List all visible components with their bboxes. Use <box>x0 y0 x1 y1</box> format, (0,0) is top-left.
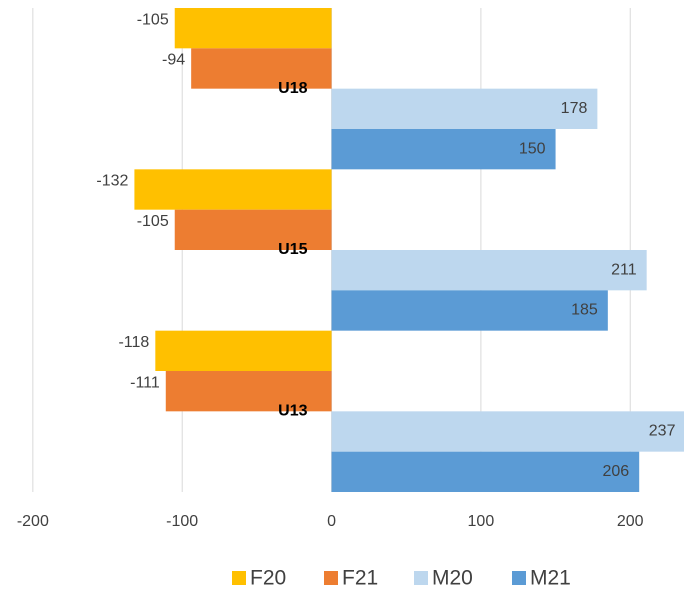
bar <box>134 169 332 210</box>
bar <box>174 209 332 250</box>
data-label: 178 <box>561 100 588 117</box>
legend-swatch <box>414 571 428 585</box>
data-label: -132 <box>96 173 128 190</box>
x-tick-label: 200 <box>617 513 644 530</box>
data-label: -118 <box>118 334 149 351</box>
legend-label: F21 <box>342 567 378 590</box>
data-label: 237 <box>649 423 676 440</box>
legend-swatch <box>232 571 246 585</box>
bar <box>174 8 332 49</box>
legend-swatch <box>324 571 338 585</box>
bar <box>331 88 598 129</box>
bar <box>331 290 608 331</box>
x-tick-label: -200 <box>17 513 49 530</box>
legend-label: M20 <box>432 567 473 590</box>
category-label: U13 <box>278 403 307 420</box>
data-label: -111 <box>130 374 160 391</box>
bar <box>331 250 647 291</box>
x-tick-label: -100 <box>166 513 198 530</box>
data-label: 185 <box>571 302 598 319</box>
data-label: 211 <box>611 261 637 278</box>
bar <box>191 48 332 89</box>
category-label: U15 <box>278 241 307 258</box>
legend-swatch <box>512 571 526 585</box>
data-label: 206 <box>602 463 629 480</box>
data-label: -105 <box>137 11 169 28</box>
x-tick-label: 0 <box>327 513 336 530</box>
data-label: -105 <box>137 213 169 230</box>
legend-label: F20 <box>250 567 286 590</box>
legend-label: M21 <box>530 567 571 590</box>
bar <box>165 371 332 412</box>
data-label: 150 <box>519 140 546 157</box>
bar <box>331 411 684 452</box>
bar <box>331 129 556 170</box>
category-label: U18 <box>278 80 307 97</box>
x-tick-label: 100 <box>468 513 495 530</box>
data-label: -94 <box>162 52 185 69</box>
bar <box>155 330 332 371</box>
bar <box>331 451 640 492</box>
